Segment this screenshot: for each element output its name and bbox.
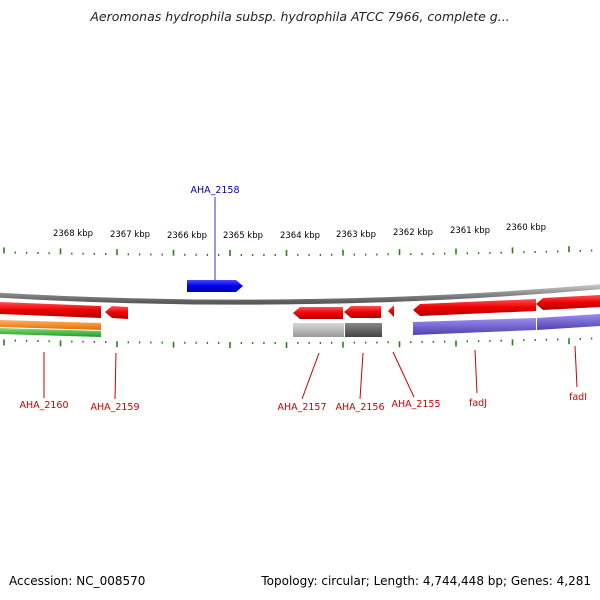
scale-label: 2363 kbp [336,230,376,240]
reverse-gene-labels: AHA_2160 AHA_2159 AHA_2157 AHA_2156 AHA_… [19,345,587,413]
track-purple [537,314,600,330]
scale-label: 2361 kbp [450,226,490,236]
gene-label: AHA_2156 [335,402,384,413]
gene-label: AHA_2159 [90,402,139,413]
gene-label: AHA_2158 [190,185,239,196]
scale-ticks-top [3,246,593,256]
label-leader [359,352,364,400]
scale-label: 2365 kbp [223,231,263,241]
scale-ticks-bottom [3,337,593,348]
scale-label: 2368 kbp [53,229,93,239]
gene-AHA_2160-arrow[interactable] [0,302,101,318]
gene-label: fadJ [469,398,487,409]
scale-label: 2362 kbp [393,228,433,238]
label-leader [574,345,578,388]
map-title: Aeromonas hydrophila subsp. hydrophila A… [90,9,510,24]
label-leader [114,352,117,400]
forward-gene-arrow[interactable] [187,280,243,292]
label-leader [474,349,478,394]
track-gray-light [293,323,344,337]
scale-label: 2364 kbp [280,231,320,241]
scale-label: 2360 kbp [506,223,546,233]
gene-label: AHA_2157 [277,402,326,413]
gene-label: AHA_2160 [19,400,68,411]
gene-label: fadI [569,392,587,403]
track-orange [0,320,101,330]
genome-summary-text: Topology: circular; Length: 4,744,448 bp… [261,574,591,588]
feature-tracks [0,314,600,337]
track-gray-dark [345,323,382,337]
reverse-gene-arrows[interactable] [0,295,600,319]
gene-AHA_2158[interactable]: AHA_2158 [187,185,243,292]
gene-label: AHA_2155 [391,399,440,410]
gene-AHA_2159-arrow[interactable] [105,306,128,319]
scale-label: 2366 kbp [167,231,207,241]
label-leader [301,352,320,400]
label-leader [392,351,415,398]
gene-fadJ-arrow[interactable] [413,299,536,316]
accession-text: Accession: NC_008570 [9,574,146,588]
gene-fadI-arrow[interactable] [536,295,600,310]
gene-AHA_2157-arrow[interactable] [293,307,343,319]
genome-backbone [0,284,600,305]
gene-AHA_2156-arrow[interactable] [344,306,381,318]
gene-AHA_2155-arrow[interactable] [388,305,394,317]
scale-labels: 2368 kbp 2367 kbp 2366 kbp 2365 kbp 2364… [53,223,546,241]
track-purple [413,318,536,335]
track-green [0,328,101,337]
scale-label: 2367 kbp [110,230,150,240]
